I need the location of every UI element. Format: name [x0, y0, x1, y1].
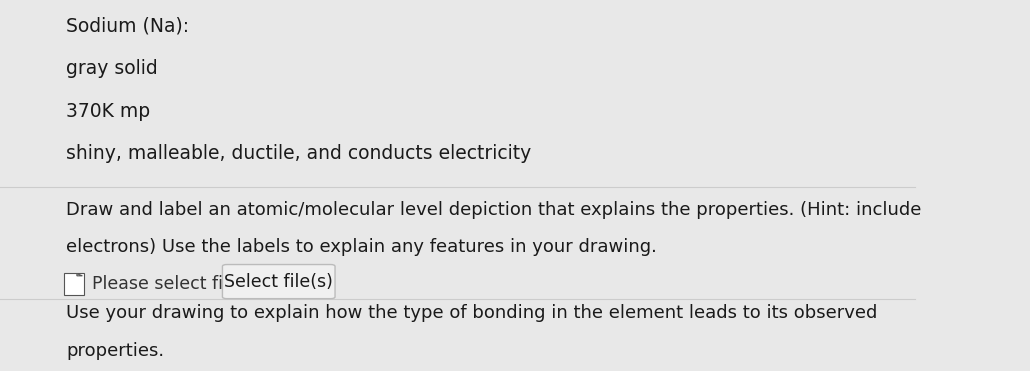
FancyBboxPatch shape — [64, 273, 84, 295]
Polygon shape — [77, 274, 82, 276]
Text: shiny, malleable, ductile, and conducts electricity: shiny, malleable, ductile, and conducts … — [66, 144, 531, 164]
Text: Select file(s): Select file(s) — [225, 273, 333, 290]
Text: 370K mp: 370K mp — [66, 102, 150, 121]
Text: Use your drawing to explain how the type of bonding in the element leads to its : Use your drawing to explain how the type… — [66, 305, 878, 322]
Text: Draw and label an atomic/molecular level depiction that explains the properties.: Draw and label an atomic/molecular level… — [66, 201, 921, 219]
Text: electrons) Use the labels to explain any features in your drawing.: electrons) Use the labels to explain any… — [66, 238, 657, 256]
Text: properties.: properties. — [66, 342, 164, 359]
Text: gray solid: gray solid — [66, 59, 158, 78]
Text: Sodium (Na):: Sodium (Na): — [66, 16, 190, 36]
FancyBboxPatch shape — [222, 265, 335, 299]
Text: Please select file(s): Please select file(s) — [92, 275, 261, 293]
